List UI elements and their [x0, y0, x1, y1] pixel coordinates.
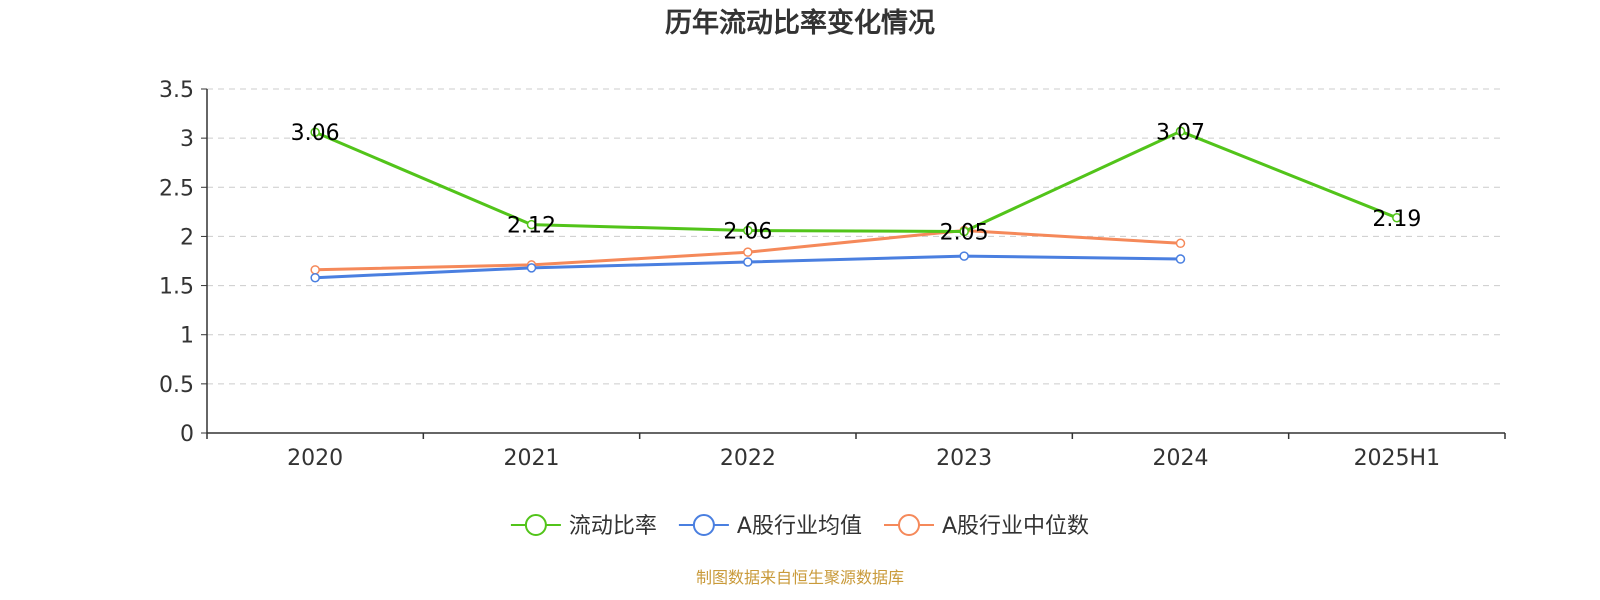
legend-item[interactable]: A股行业中位数: [884, 514, 1089, 539]
data-point: [1175, 254, 1186, 264]
chart-title: 历年流动比率变化情况: [665, 7, 935, 39]
data-point: [310, 272, 320, 283]
data-point: [526, 263, 537, 273]
legend-marker: [692, 514, 715, 536]
legend-item[interactable]: 流动比率: [510, 514, 657, 539]
x-tick-label: 2023: [936, 446, 992, 471]
y-tick-label: 3.5: [159, 78, 194, 103]
data-label: 2.05: [940, 221, 989, 246]
series-lines: [310, 126, 1402, 283]
data-point: [1175, 238, 1186, 249]
source-note: 制图数据来自恒生聚源数据库: [696, 568, 904, 587]
data-labels: 3.06 2.12 2.06 2.05 3.07 2.19: [291, 120, 1422, 245]
data-point: [1392, 213, 1402, 223]
data-point: [743, 225, 753, 236]
data-point: [743, 257, 753, 267]
data-point: [310, 127, 320, 137]
data-label: 2.12: [507, 214, 556, 239]
y-tick-label: 0.5: [159, 373, 194, 398]
series-line: [314, 129, 1398, 233]
x-tick-label: 2024: [1153, 446, 1209, 471]
data-label: 3.07: [1156, 120, 1205, 145]
y-tick-label: 1: [180, 324, 194, 349]
data-point: [959, 226, 969, 237]
legend-item[interactable]: A股行业均值: [678, 514, 862, 539]
legend-marker: [524, 514, 547, 536]
y-tick-label: 2.5: [159, 176, 194, 201]
y-tick-label: 1.5: [159, 275, 194, 300]
legend-label: A股行业均值: [737, 514, 862, 539]
x-tick-label: 2020: [287, 446, 343, 471]
data-label: 3.06: [291, 121, 340, 146]
data-label: 2.19: [1372, 207, 1421, 232]
x-tick-label: 2025H1: [1354, 446, 1441, 471]
axes: 0 0.5 1 1.5 2 2.5 3 3.5 2020 2021 2022 2023 2024 2025…: [159, 78, 1506, 471]
data-point: [526, 219, 537, 230]
grid-lines: [207, 88, 1505, 385]
legend-label: 流动比率: [569, 514, 657, 539]
legend[interactable]: 流动比率 A股行业均值 A股行业中位数: [510, 514, 1089, 539]
x-tick-label: 2021: [504, 446, 560, 471]
data-point: [1175, 126, 1186, 137]
y-tick-label: 0: [180, 422, 194, 447]
legend-label: A股行业中位数: [942, 514, 1089, 539]
data-point: [959, 251, 969, 261]
data-label: 2.06: [723, 220, 772, 245]
legend-marker: [898, 514, 920, 536]
x-tick-label: 2022: [720, 446, 776, 471]
y-tick-label: 2: [180, 225, 194, 250]
y-tick-label: 3: [180, 127, 194, 152]
data-point: [743, 247, 753, 257]
data-point: [310, 265, 320, 275]
